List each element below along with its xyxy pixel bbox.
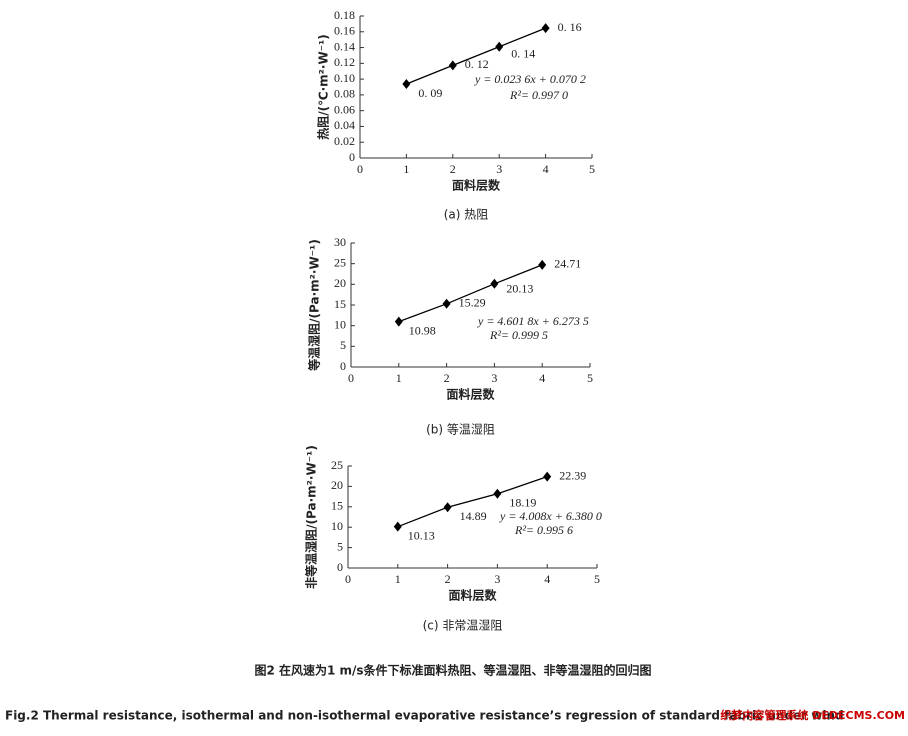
y-axis-label: 非等温湿阻/(Pa·m²·W⁻¹) — [304, 445, 319, 589]
regression-line — [406, 27, 546, 85]
data-label: 18.19 — [509, 496, 536, 510]
data-point — [495, 41, 504, 52]
y-tick-label: 0 — [337, 560, 343, 574]
data-label: 22.39 — [559, 468, 586, 482]
y-tick-label: 0.02 — [334, 134, 355, 148]
y-tick-label: 25 — [334, 255, 346, 269]
x-tick-label: 0 — [348, 371, 354, 385]
y-tick-label: 0.06 — [334, 102, 355, 116]
y-axis-label: 热阻/(℃·m²·W⁻¹) — [316, 34, 331, 140]
data-label: 14.89 — [460, 509, 487, 523]
y-tick-label: 0.18 — [334, 8, 355, 22]
chart-caption: (a) 热阻 — [444, 208, 489, 222]
x-tick-label: 4 — [544, 572, 550, 586]
data-label: 0. 12 — [465, 57, 489, 71]
y-tick-label: 30 — [334, 235, 346, 249]
x-tick-label: 3 — [496, 162, 502, 176]
y-tick-label: 10 — [334, 317, 346, 331]
r-squared: R²= 0.997 0 — [509, 88, 568, 102]
figure-caption-en: Fig.2 Thermal resistance, isothermal and… — [5, 709, 844, 723]
x-tick-label: 4 — [543, 162, 549, 176]
x-axis-label: 面料层数 — [446, 387, 495, 402]
x-tick-label: 5 — [589, 162, 595, 176]
data-point — [541, 23, 550, 34]
data-label: 0. 09 — [418, 86, 442, 100]
y-tick-label: 5 — [337, 539, 343, 553]
x-tick-label: 2 — [450, 162, 456, 176]
x-tick-label: 3 — [494, 572, 500, 586]
x-tick-label: 0 — [357, 162, 363, 176]
y-tick-label: 15 — [334, 297, 346, 311]
x-tick-label: 4 — [539, 371, 545, 385]
data-point — [490, 278, 499, 289]
x-tick-label: 3 — [491, 371, 497, 385]
watermark: 织梦内容管理系统 DEDECMS.COM — [720, 708, 905, 722]
r-squared: R²= 0.995 6 — [514, 523, 573, 537]
x-tick-label: 2 — [444, 371, 450, 385]
x-tick-label: 1 — [395, 572, 401, 586]
data-point — [493, 488, 502, 499]
y-tick-label: 0.12 — [334, 55, 355, 69]
y-axis-label: 等温湿阻/(Pa·m²·W⁻¹) — [307, 239, 322, 372]
data-point — [538, 259, 547, 270]
y-tick-label: 25 — [331, 458, 343, 472]
y-tick-label: 10 — [331, 519, 343, 533]
data-label: 20.13 — [506, 282, 533, 296]
y-tick-label: 15 — [331, 499, 343, 513]
data-point — [448, 60, 457, 71]
x-tick-label: 0 — [345, 572, 351, 586]
x-axis-label: 面料层数 — [452, 178, 501, 193]
data-label: 10.98 — [409, 323, 436, 337]
r-squared: R²= 0.999 5 — [489, 328, 548, 342]
y-tick-label: 0.14 — [334, 39, 355, 53]
y-tick-label: 20 — [334, 276, 346, 290]
y-tick-label: 0.08 — [334, 87, 355, 101]
x-axis-label: 面料层数 — [448, 588, 497, 603]
x-tick-label: 1 — [396, 371, 402, 385]
equation: y = 4.601 8x + 6.273 5 — [477, 314, 589, 328]
data-point — [442, 298, 451, 309]
data-point — [443, 502, 452, 513]
figure-caption-cn: 图2 在风速为1 m/s条件下标准面料热阻、等温湿阻、非等温湿阻的回归图 — [254, 663, 651, 678]
data-point — [543, 471, 552, 482]
data-label: 15.29 — [459, 296, 486, 310]
x-tick-label: 2 — [445, 572, 451, 586]
y-tick-label: 0 — [340, 359, 346, 373]
data-point — [394, 316, 403, 327]
y-tick-label: 0.04 — [334, 118, 355, 132]
data-label: 0. 14 — [511, 47, 535, 61]
data-label: 10.13 — [408, 528, 435, 542]
x-tick-label: 5 — [594, 572, 600, 586]
y-tick-label: 20 — [331, 478, 343, 492]
y-tick-label: 0 — [349, 150, 355, 164]
x-tick-label: 5 — [587, 371, 593, 385]
equation: y = 0.023 6x + 0.070 2 — [474, 72, 586, 86]
chart-caption: (b) 等温湿阻 — [426, 422, 495, 437]
x-tick-label: 1 — [403, 162, 409, 176]
data-point — [393, 521, 402, 532]
y-tick-label: 5 — [340, 338, 346, 352]
regression-line — [398, 264, 543, 323]
y-tick-label: 0.10 — [334, 71, 355, 85]
regression-line — [397, 476, 548, 528]
y-tick-label: 0.16 — [334, 24, 355, 38]
data-label: 0. 16 — [558, 20, 582, 34]
chart-caption: (c) 非常温湿阻 — [423, 618, 503, 633]
equation: y = 4.008x + 6.380 0 — [499, 509, 602, 523]
data-label: 24.71 — [554, 257, 581, 271]
data-point — [402, 79, 411, 90]
